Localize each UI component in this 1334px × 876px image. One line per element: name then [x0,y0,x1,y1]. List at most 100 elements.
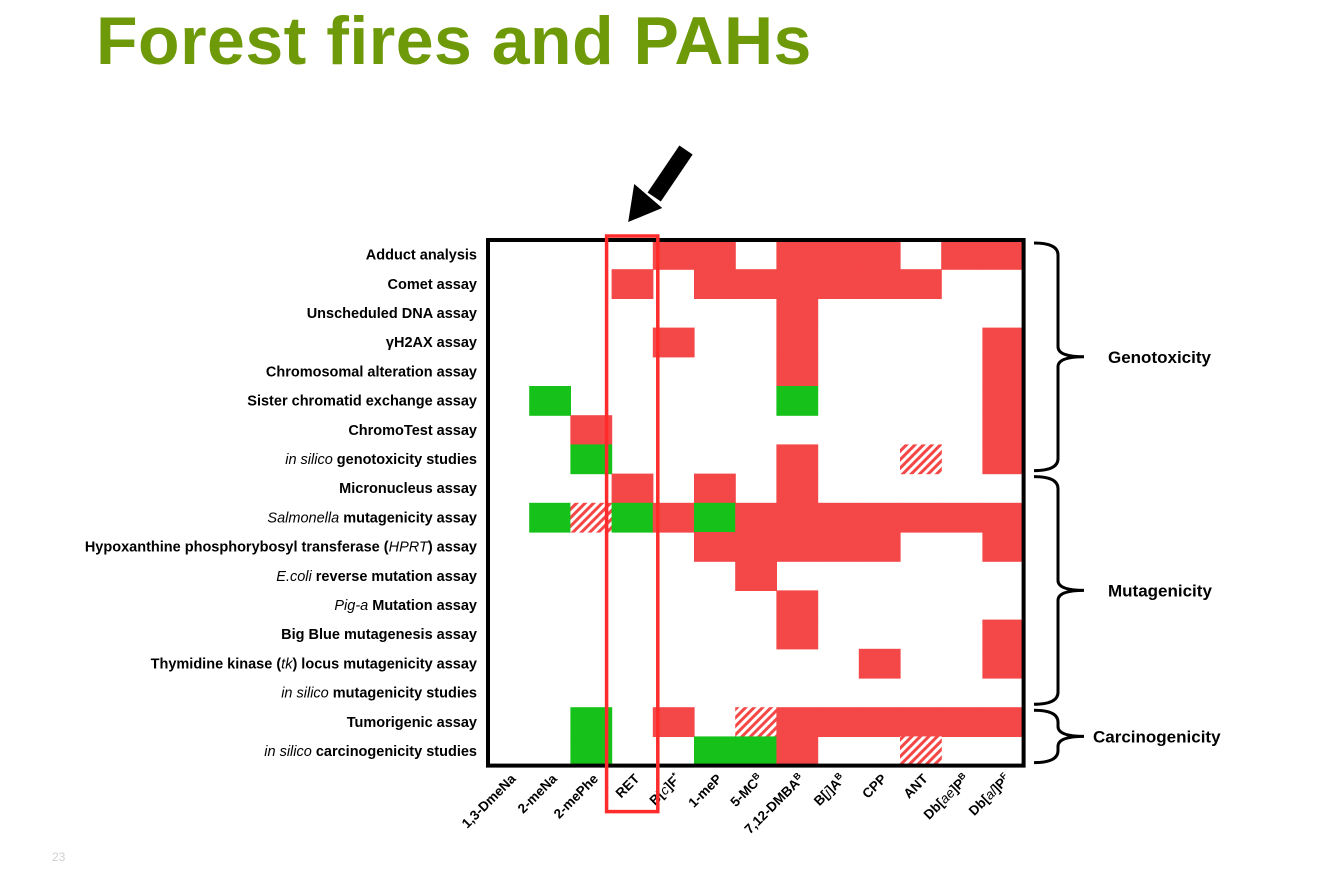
heatmap-cell-r5-c7-negative [776,386,819,416]
heatmap-cell-r16-c8-positive [817,707,860,737]
heatmap-cell-r11-c6-positive [735,561,777,591]
heatmap-cell-r9-c5-negative [694,502,736,533]
heatmap-cell-r0-c8-positive [817,240,860,270]
column-label: 5-MCB [727,770,767,810]
row-label: in silico carcinogenicity studies [264,744,477,760]
heatmap-cells [529,240,1025,767]
column-label: 1,3-DmeNa [459,771,519,831]
row-label: Sister chromatid exchange assay [247,394,477,410]
row-label: in silico genotoxicity studies [285,452,477,468]
row-label: Unscheduled DNA assay [307,306,477,322]
heatmap-cell-r0-c11-positive [941,240,983,270]
heatmap-cell-r8-c7-positive [776,473,819,504]
heatmap-cell-r8-c5-positive [694,473,736,504]
row-label: Thymidine kinase (tk) locus mutagenicity… [151,656,477,672]
heatmap-cell-r3-c7-positive [776,327,819,358]
heatmap-cell-r10-c5-positive [694,532,736,562]
heatmap-cell-r17-c5-negative [694,736,736,767]
heatmap-cell-r9-c1-negative [529,502,571,533]
heatmap-cell-r7-c12-positive [982,444,1025,475]
row-labels: Adduct analysis Comet assay Unscheduled DN… [85,248,477,760]
heatmap-cell-r17-c10-equivocal [900,736,942,767]
heatmap-cell-r7-c10-equivocal [900,444,942,475]
heatmap-cell-r17-c6-negative [735,736,777,767]
row-label: Salmonella mutagenicity assay [267,510,477,526]
column-label: RET [613,771,643,801]
heatmap-cell-r10-c8-positive [817,532,860,562]
row-label: Pig-a Mutation assay [334,598,477,614]
heatmap-cell-r9-c12-positive [982,502,1025,533]
column-label: CPP [859,771,889,801]
heatmap-cell-r10-c6-positive [735,532,777,562]
column-label: B[c]F* [646,770,684,808]
heatmap-cell-r13-c12-positive [982,619,1025,650]
heatmap-cell-r9-c9-positive [858,502,901,533]
heatmap-cell-r10-c7-positive [776,532,819,562]
heatmap-cell-r16-c11-positive [941,707,983,737]
row-label: Chromosomal alteration assay [266,364,477,380]
column-label: 1-meP [685,771,724,810]
row-label: Hypoxanthine phosphorybosyl transferase … [85,540,477,556]
heatmap-cell-r1-c10-positive [900,269,942,299]
heatmap-cell-r1-c3-positive [611,269,654,299]
column-label: ANT [900,771,931,802]
row-label: Adduct analysis [366,248,477,264]
heatmap-cell-r0-c9-positive [858,240,901,270]
heatmap-cell-r1-c8-positive [817,269,860,299]
heatmap-cell-r14-c9-positive [858,648,901,679]
heatmap-cell-r4-c7-positive [776,356,819,387]
slide-title: Forest fires and PAHs [96,3,812,79]
heatmap-cell-r0-c5-positive [694,240,736,270]
heatmap-cell-r16-c12-positive [982,707,1025,737]
heatmap-cell-r12-c7-positive [776,590,819,621]
heatmap-cell-r0-c12-positive [982,240,1025,270]
heatmap-cell-r16-c4-positive [652,707,695,737]
column-label: Db[al]PF [965,770,1013,818]
heatmap-cell-r9-c3-negative [611,502,654,533]
heatmap-cell-r0-c4-positive [652,240,695,270]
heatmap-cell-r3-c12-positive [982,327,1025,358]
heatmap-cell-r9-c10-positive [900,502,942,533]
row-label: Comet assay [388,277,477,293]
group-label: Genotoxicity [1108,348,1212,367]
row-label: ChromoTest assay [348,423,477,439]
heatmap-cell-r8-c3-positive [611,473,654,504]
heatmap-cell-r10-c12-positive [982,532,1025,562]
group-brackets: Genotoxicity Mutagenicity Carcinogenicity [1033,241,1221,765]
heatmap-cell-r2-c7-positive [776,298,819,329]
heatmap-cell-r10-c9-positive [858,532,901,562]
group-bracket [1033,241,1085,473]
heatmap-cell-r14-c12-positive [982,648,1025,679]
row-label: γH2AX assay [386,335,477,351]
heatmap-cell-r0-c7-positive [776,240,819,270]
heatmap-cell-r1-c9-positive [858,269,901,299]
column-label: Db[ae]PB [920,770,972,822]
pointer-arrow-icon [628,145,693,222]
slide-number: 23 [52,850,66,864]
row-label: Big Blue mutagenesis assay [281,627,477,643]
group-bracket [1033,475,1085,706]
heatmap-cell-r7-c7-positive [776,444,819,475]
group-bracket [1033,708,1085,765]
row-label: Micronucleus assay [339,481,477,497]
heatmap-cell-r17-c7-positive [776,736,819,767]
heatmap-frame [486,238,1026,768]
heatmap-cell-r9-c11-positive [941,502,983,533]
row-label: Tumorigenic assay [347,715,477,731]
heatmap-cell-r4-c12-positive [982,356,1025,387]
heatmap-cell-r16-c9-positive [858,707,901,737]
heatmap-cell-r1-c7-positive [776,269,819,299]
heatmap-cell-r1-c6-positive [735,269,777,299]
group-label: Mutagenicity [1108,581,1212,600]
heatmap-cell-r9-c7-positive [776,502,819,533]
heatmap-cell-r13-c7-positive [776,619,819,650]
row-label: E.coli reverse mutation assay [276,569,477,585]
highlight-column-box [604,234,660,814]
group-label: Carcinogenicity [1093,727,1221,746]
heatmap-cell-r16-c6-equivocal [735,707,777,737]
heatmap-cell-r16-c7-positive [776,707,819,737]
heatmap-cell-r16-c10-positive [900,707,942,737]
heatmap-cell-r9-c4-positive [652,502,695,533]
row-label: in silico mutagenicity studies [281,686,477,702]
